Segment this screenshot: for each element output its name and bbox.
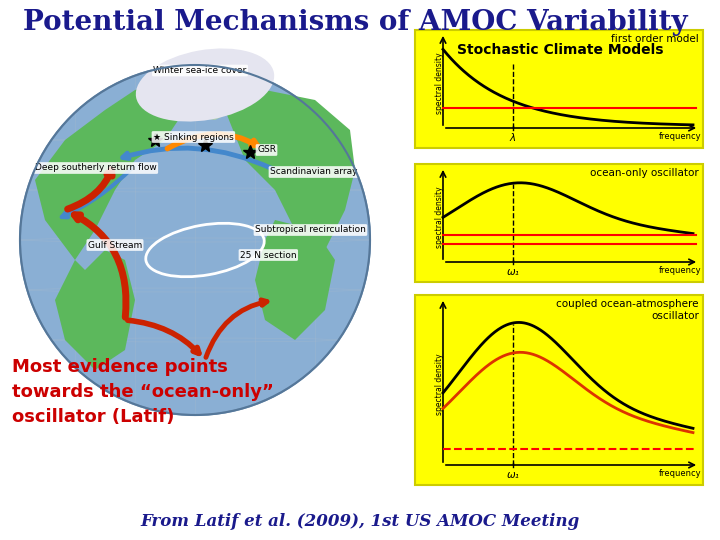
Text: λ: λ: [510, 133, 516, 143]
Polygon shape: [175, 70, 255, 120]
Polygon shape: [225, 90, 355, 250]
Bar: [415, 30, 703, 148]
Text: Most evidence points
towards the “ocean-only”
oscillator (Latif): Most evidence points towards the “ocean-…: [12, 358, 274, 426]
Text: GSR: GSR: [257, 145, 276, 154]
Text: spectral density: spectral density: [436, 52, 444, 114]
Text: ★ Sinking regions: ★ Sinking regions: [153, 132, 234, 141]
Text: spectral density: spectral density: [436, 353, 444, 415]
Bar: [415, 164, 703, 282]
Text: coupled ocean-atmosphere
oscillator: coupled ocean-atmosphere oscillator: [557, 299, 699, 321]
Text: From Latif et al. (2009), 1st US AMOC Meeting: From Latif et al. (2009), 1st US AMOC Me…: [140, 514, 580, 530]
Text: spectral density: spectral density: [436, 186, 444, 248]
Text: ocean-only oscillator: ocean-only oscillator: [590, 168, 699, 178]
Bar: [415, 295, 703, 485]
Polygon shape: [55, 250, 135, 370]
Text: Subtropical recirculation: Subtropical recirculation: [255, 226, 366, 234]
Text: ω₁: ω₁: [507, 267, 519, 277]
Ellipse shape: [20, 65, 370, 415]
Text: Potential Mechanisms of AMOC Variability: Potential Mechanisms of AMOC Variability: [23, 9, 688, 36]
Text: Stochastic Climate Models: Stochastic Climate Models: [456, 43, 663, 57]
Text: first order model: first order model: [611, 34, 699, 44]
Text: frequency: frequency: [658, 132, 701, 141]
Polygon shape: [35, 80, 205, 260]
Text: frequency: frequency: [658, 266, 701, 275]
Polygon shape: [255, 220, 335, 340]
Text: Deep southerly return flow: Deep southerly return flow: [35, 164, 157, 172]
Text: Gulf Stream: Gulf Stream: [88, 240, 142, 249]
Text: Winter sea-ice cover: Winter sea-ice cover: [153, 66, 247, 75]
Text: Scandinavian array: Scandinavian array: [270, 167, 358, 177]
Ellipse shape: [136, 49, 274, 122]
Text: frequency: frequency: [658, 469, 701, 478]
Text: ω₁: ω₁: [507, 470, 519, 480]
Text: 25 N section: 25 N section: [240, 251, 297, 260]
